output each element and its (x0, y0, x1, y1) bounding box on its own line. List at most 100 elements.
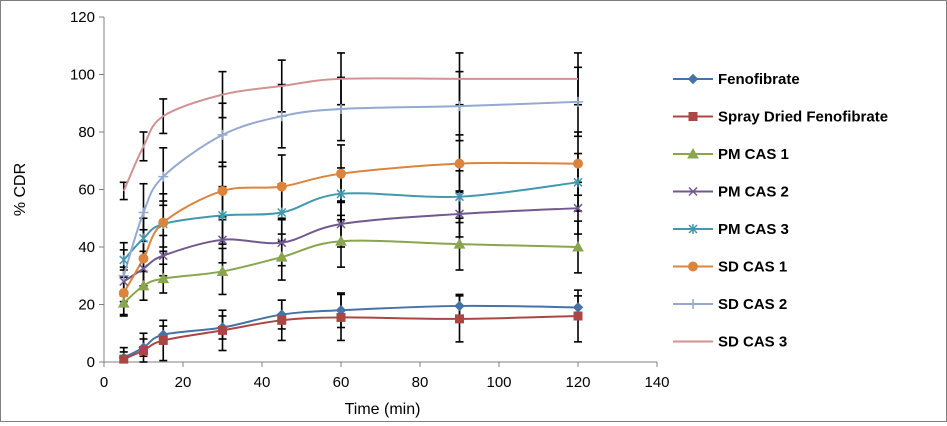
legend-item-pm-cas-3: PM CAS 3 (673, 221, 789, 238)
pm-cas-3-line (123, 181, 579, 261)
series-lines (122, 77, 579, 361)
legend-item-fenofibrate: Fenofibrate (673, 71, 800, 88)
y-tick-label: 40 (78, 239, 95, 256)
spray-dried-fenofibrate-point (139, 346, 148, 355)
y-tick-label: 20 (78, 297, 95, 314)
pm-cas-3-point (277, 207, 287, 218)
legend-label: SD CAS 1 (718, 259, 787, 276)
series-markers (117, 96, 584, 364)
sd-cas-2-point (276, 111, 287, 122)
pm-cas-2-point (119, 276, 129, 287)
legend-label: SD CAS 3 (718, 334, 787, 351)
legend-marker (688, 224, 698, 234)
sd-cas-1-point (573, 158, 583, 169)
sd-cas-2-point (454, 101, 465, 112)
x-axis-title: Time (min) (345, 401, 421, 418)
y-tick-label: 100 (70, 67, 95, 84)
error-bars (119, 52, 582, 363)
y-tick-label: 80 (78, 124, 95, 141)
pm-cas-1-point (335, 235, 347, 246)
x-tick-label: 80 (412, 374, 429, 391)
sd-cas-2-line (122, 100, 579, 277)
x-tick-label: 100 (486, 374, 511, 391)
pm-cas-2-point (336, 219, 346, 229)
pm-cas-2-point (573, 203, 583, 213)
sd-cas-1-point (217, 185, 228, 196)
y-axis-title: % CDR (12, 163, 29, 216)
pm-cas-1-point (275, 251, 288, 262)
pm-cas-1-point (157, 272, 170, 284)
legend-item-pm-cas-1: PM CAS 1 (673, 146, 789, 163)
pm-cas-2-point (158, 251, 168, 261)
x-tick-label: 60 (333, 374, 350, 391)
legend-item-sd-cas-1: SD CAS 1 (673, 259, 787, 276)
sd-cas-1-point (158, 217, 169, 228)
sd-cas-1-point (118, 288, 129, 298)
sd-cas-1-line (122, 161, 579, 294)
legend-item-spray-dried-fenofibrate: Spray Dried Fenofibrate (673, 109, 888, 126)
spray-dried-fenofibrate-point (336, 312, 346, 322)
x-tick-label: 140 (644, 374, 669, 391)
sd-cas-2-point (138, 207, 149, 218)
legend-marker (687, 73, 699, 85)
sd-cas-2-point (573, 96, 583, 107)
pm-cas-3-point (573, 177, 583, 188)
fenofibrate-line (123, 304, 579, 359)
pm-cas-2-point (277, 238, 287, 248)
sd-cas-1-point (276, 181, 287, 192)
pm-cas-1-point (137, 279, 150, 291)
legend-marker (688, 299, 698, 309)
axes (99, 16, 658, 367)
legend-label: PM CAS 1 (718, 146, 789, 163)
pm-cas-1-point (572, 240, 584, 252)
y-tick-label: 60 (78, 182, 95, 199)
spray-dried-fenofibrate-point (218, 325, 227, 335)
pm-cas-2-point (454, 209, 465, 219)
x-tick-label: 20 (175, 374, 192, 391)
spray-dried-fenofibrate-point (158, 335, 168, 345)
spray-dried-fenofibrate-line (123, 315, 579, 361)
legend-item-pm-cas-2: PM CAS 2 (673, 184, 789, 201)
pm-cas-3-point (454, 191, 465, 202)
sd-cas-2-point (217, 129, 228, 140)
tick-labels: 0 20 40 60 80 100 120 0 20 40 60 80 100 120 140 (70, 9, 670, 391)
pm-cas-3-point (119, 254, 129, 265)
spray-dried-fenofibrate-point (455, 314, 464, 324)
pm-cas-1-point (117, 297, 130, 308)
sd-cas-2-point (118, 270, 129, 281)
y-tick-label: 0 (87, 354, 95, 371)
sd-cas-1-point (454, 158, 465, 169)
sd-cas-1-point (138, 253, 149, 264)
fenofibrate-point (454, 300, 465, 312)
legend-label: PM CAS 3 (718, 221, 789, 238)
x-tick-label: 40 (254, 374, 271, 391)
pm-cas-1-line (123, 239, 579, 304)
spray-dried-fenofibrate-point (119, 354, 129, 364)
legend-marker (688, 261, 698, 272)
pm-cas-3-point (336, 188, 346, 199)
legend-label: PM CAS 2 (718, 184, 789, 201)
legend-label: Spray Dried Fenofibrate (718, 109, 888, 126)
legend-marker (688, 186, 698, 197)
legend-marker (688, 112, 698, 121)
spray-dried-fenofibrate-point (573, 311, 583, 321)
legend-marker (687, 147, 699, 159)
x-tick-label: 120 (565, 374, 590, 391)
sd-cas-3-line (122, 77, 578, 192)
pm-cas-1-point (216, 265, 229, 276)
pm-cas-2-point (138, 264, 149, 274)
legend: Fenofibrate Spray Dried Fenofibrate PM CAS… (673, 71, 888, 351)
sd-cas-1-point (336, 168, 346, 179)
pm-cas-3-point (138, 233, 149, 244)
pm-cas-3-point (217, 210, 228, 221)
legend-item-sd-cas-3: SD CAS 3 (673, 334, 787, 351)
y-tick-label: 120 (70, 9, 95, 26)
sd-cas-2-point (158, 171, 169, 182)
legend-label: Fenofibrate (718, 71, 800, 88)
legend-item-sd-cas-2: SD CAS 2 (673, 296, 787, 313)
fenofibrate-point (572, 302, 584, 313)
pm-cas-1-point (453, 238, 466, 249)
x-tick-label: 0 (100, 374, 108, 391)
